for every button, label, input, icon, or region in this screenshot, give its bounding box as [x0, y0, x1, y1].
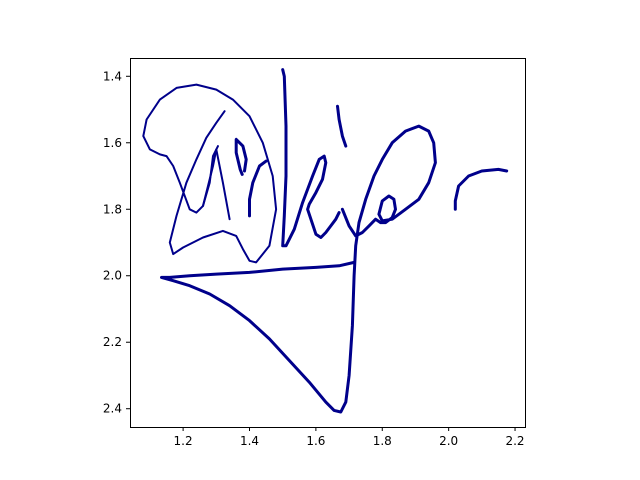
- signature-stroke-3: [234, 137, 248, 176]
- x-tick-label-1: 1.2: [174, 434, 193, 448]
- signature-stroke-8: [453, 167, 509, 211]
- y-tick-label-6: 2.4: [103, 402, 122, 416]
- x-tick-label-6: 2.2: [505, 434, 524, 448]
- signature-stroke-2: [202, 145, 219, 207]
- signature-stroke-4: [248, 159, 268, 218]
- x-tick-label-3: 1.6: [306, 434, 325, 448]
- signature-stroke-7: [160, 124, 437, 414]
- signature-stroke-1: [142, 83, 278, 264]
- x-axis: 1.2 1.4 1.6 1.8 2.0 2.2: [174, 427, 525, 448]
- signature-strokes: [142, 68, 509, 414]
- x-tick-label-4: 1.8: [373, 434, 392, 448]
- x-tick-label-2: 1.4: [240, 434, 259, 448]
- y-tick-label-5: 2.2: [103, 335, 122, 349]
- y-tick-label-3: 1.8: [103, 202, 122, 216]
- signature-stroke-5: [281, 68, 341, 248]
- x-tick-label-5: 2.0: [439, 434, 458, 448]
- y-axis: 1.4 1.6 1.8 2.0 2.2 2.4: [103, 69, 130, 416]
- y-tick-label-1: 1.4: [103, 69, 122, 83]
- y-tick-label-2: 1.6: [103, 136, 122, 150]
- plot-frame: [130, 58, 526, 428]
- signature-stroke-6: [336, 104, 348, 148]
- y-tick-label-4: 2.0: [103, 269, 122, 283]
